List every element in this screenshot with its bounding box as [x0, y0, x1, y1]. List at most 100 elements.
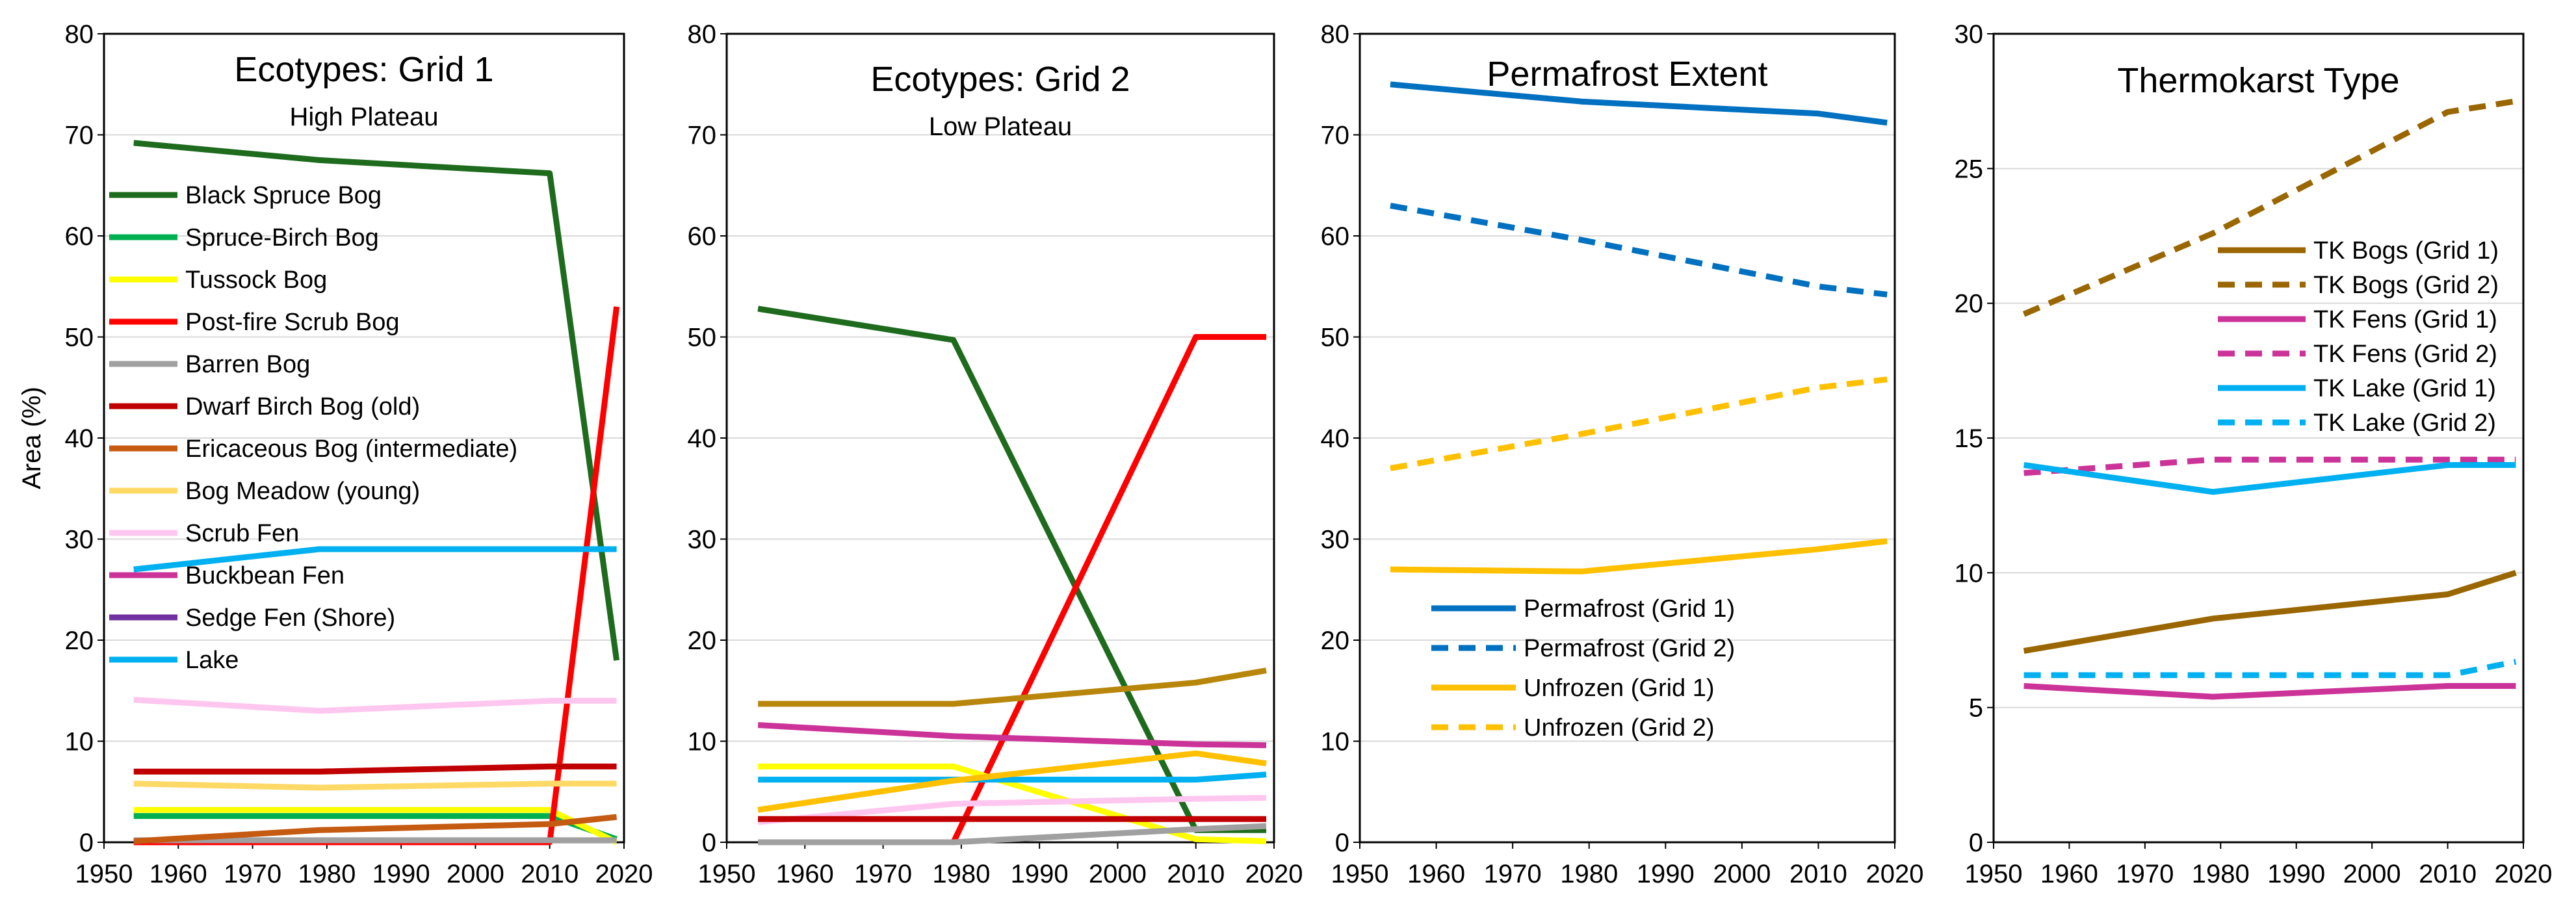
y-tick-label: 70: [1321, 122, 1350, 150]
x-tick-label: 1990: [1011, 860, 1069, 888]
legend-label: Bog Meadow (young): [185, 478, 420, 505]
x-tick-label: 1970: [1484, 860, 1542, 888]
y-tick-label: 25: [1955, 155, 1984, 183]
series-line-scrub-fen: [133, 697, 617, 714]
y-tick-label: 0: [1335, 829, 1349, 857]
legend-label: TK Lake (Grid 2): [2313, 409, 2496, 437]
legend-label: TK Fens (Grid 2): [2313, 341, 2497, 368]
series-line-post-fire-scrub-bog: [950, 334, 1266, 844]
x-tick-label: 1990: [2267, 860, 2325, 888]
panel-3: 0 10 20 30 40 50 60 70 80 1950 1960 1970 1980 1990 200…: [1321, 20, 1924, 888]
x-tick-label: 1960: [1407, 860, 1465, 888]
y-tick-label: 60: [1321, 222, 1350, 251]
x-tick-label: 1980: [1560, 860, 1618, 888]
chart-title: Ecotypes: Grid 1: [234, 50, 493, 89]
legend-label: Permafrost (Grid 2): [1524, 635, 1735, 662]
legend-label: Lake: [185, 647, 239, 674]
y-tick-label: 20: [688, 626, 717, 655]
x-tick-label: 1990: [1637, 860, 1695, 888]
x-tick-label: 2010: [521, 860, 579, 888]
legend: TK Bogs (Grid 1) TK Bogs (Grid 2) TK Fens …: [2218, 237, 2499, 437]
series-line-tk-fens-grid-1: [2023, 683, 2516, 700]
x-tick-label: 2000: [1713, 860, 1771, 888]
y-tick-label: 80: [1321, 20, 1350, 49]
y-tick-label: 0: [79, 829, 94, 857]
y-tick-label: 20: [65, 626, 94, 655]
x-tick-label: 1990: [372, 860, 430, 888]
series-line-tk-lake-grid-2: [2023, 658, 2517, 678]
series-line-ericaceous-bog-intermediate: [758, 667, 1267, 707]
series-line-scrub-fen: [757, 795, 1267, 825]
chart-subtitle: Low Plateau: [929, 112, 1072, 141]
y-tick-label: 5: [1969, 694, 1983, 723]
series-line-ericaceous-bog-intermediate: [133, 814, 618, 844]
legend-label: Black Spruce Bog: [185, 182, 382, 209]
series-line-barren-bog: [758, 823, 1267, 846]
legend-label: Ericaceous Bog (intermediate): [185, 435, 517, 463]
x-tick-label: 1950: [1965, 860, 2023, 888]
x-tick-label: 1960: [150, 860, 207, 888]
y-tick-label: 0: [1969, 829, 1983, 857]
series-line-tk-bogs-grid-1: [2023, 570, 2517, 654]
x-tick-label: 1980: [932, 860, 990, 888]
series-line-tk-bogs-grid-2: [2022, 98, 2517, 317]
series-line-bog-meadow-young: [757, 750, 1267, 813]
y-tick-label: 10: [688, 728, 717, 756]
legend: Black Spruce Bog Spruce-Birch Bog Tussock …: [109, 182, 517, 674]
legend-label: Buckbean Fen: [185, 562, 345, 589]
x-tick-label: 2000: [447, 860, 504, 888]
x-tick-label: 1960: [2040, 860, 2098, 888]
y-tick-label: 0: [702, 829, 716, 857]
panel-4: 0 5 10 15 20 25 30 1950 1960 1970 1980 1990 2000 2010…: [1955, 20, 2553, 888]
series-line-tk-lake-grid-1: [2023, 462, 2516, 495]
x-tick-label: 1970: [854, 860, 912, 888]
series-line-black-spruce-bog: [133, 140, 620, 661]
series-line-lake: [758, 771, 1267, 783]
y-tick-label: 60: [65, 222, 94, 251]
x-tick-label: 2000: [2343, 860, 2401, 888]
y-tick-label: 10: [1321, 728, 1350, 756]
legend-label: Barren Bog: [185, 351, 310, 378]
y-axis-label: Area (%): [18, 387, 46, 489]
series-line-tk-fens-grid-2: [2023, 456, 2516, 476]
series-line-dwarf-birch-bog-old: [133, 763, 617, 775]
series-line-bog-meadow-young: [133, 781, 617, 791]
series-line-tussock-bog: [133, 807, 618, 846]
y-tick-label: 30: [65, 526, 94, 554]
x-tick-label: 1960: [776, 860, 834, 888]
x-tick-label: 1950: [1331, 860, 1389, 888]
legend-label: Unfrozen (Grid 1): [1524, 675, 1715, 702]
y-tick-label: 30: [1321, 526, 1350, 554]
panel-1: 0 10 20 30 40 50 60 70 80 1950 1960 1970 1980 1990 200…: [18, 20, 653, 888]
y-tick-label: 50: [65, 324, 94, 352]
legend-label: TK Lake (Grid 1): [2313, 375, 2496, 402]
x-tick-label: 1970: [224, 860, 281, 888]
x-tick-label: 2020: [595, 860, 653, 888]
x-tick-label: 2020: [1245, 860, 1303, 888]
x-tick-label: 1950: [698, 860, 756, 888]
y-tick-label: 50: [688, 324, 717, 352]
chart-title: Permafrost Extent: [1487, 55, 1767, 94]
legend-label: TK Bogs (Grid 1): [2313, 237, 2499, 265]
x-tick-label: 2020: [2495, 860, 2553, 888]
series-line-permafrost-grid-2: [1390, 202, 1888, 298]
y-tick-label: 40: [65, 424, 94, 453]
y-tick-label: 20: [1955, 290, 1984, 318]
x-tick-label: 2010: [1789, 860, 1847, 888]
y-tick-label: 70: [65, 122, 94, 150]
legend-label: Dwarf Birch Bog (old): [185, 393, 420, 420]
y-tick-label: 15: [1955, 424, 1984, 453]
legend: Permafrost (Grid 1) Permafrost (Grid 2) Un…: [1431, 595, 1735, 742]
legend-label: TK Bogs (Grid 2): [2313, 272, 2499, 299]
y-tick-label: 10: [65, 728, 94, 756]
x-tick-label: 1950: [75, 860, 133, 888]
y-tick-label: 60: [688, 222, 717, 251]
legend-label: Sedge Fen (Shore): [185, 604, 395, 632]
y-tick-label: 30: [1955, 20, 1984, 49]
legend-label: Post-fire Scrub Bog: [185, 309, 399, 336]
series-line-buckbean-fen: [757, 722, 1267, 749]
series-line-unfrozen-grid-2: [1390, 376, 1888, 472]
legend-label: TK Fens (Grid 1): [2313, 306, 2497, 333]
series-line-lake: [133, 546, 617, 573]
